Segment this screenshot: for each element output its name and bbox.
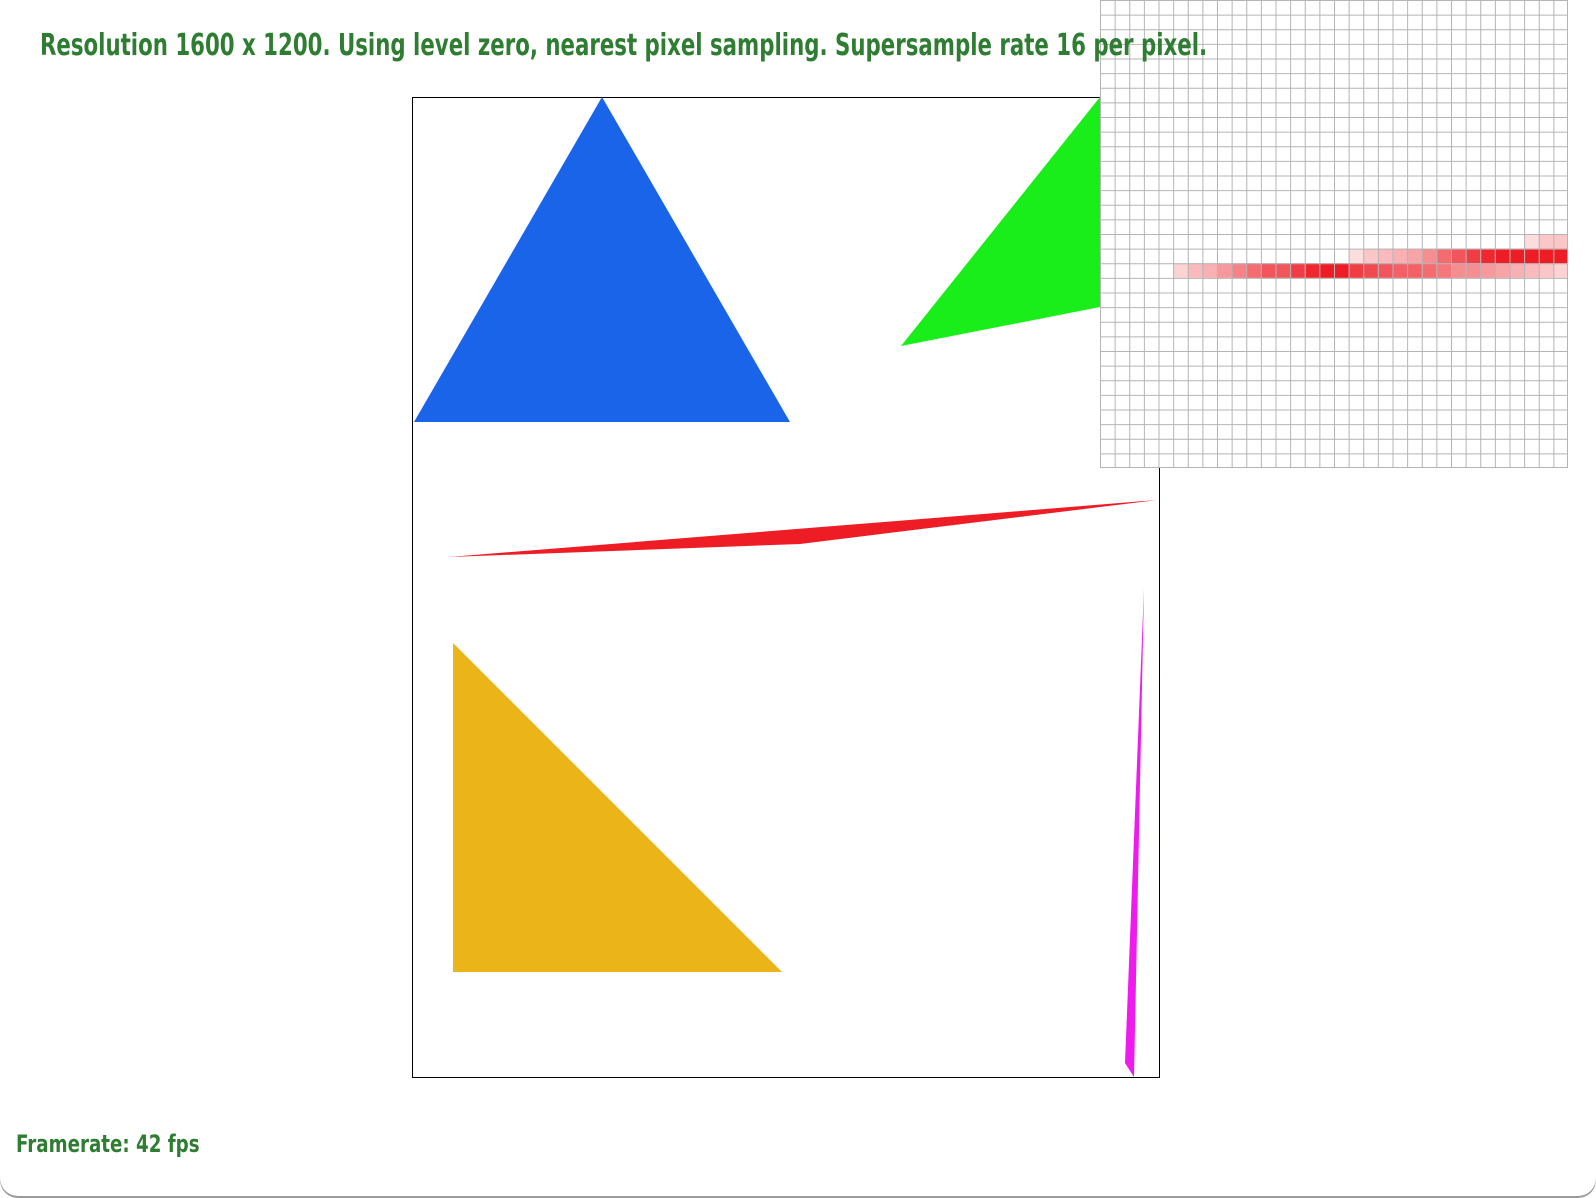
zoom-pixel-cell (1538, 248, 1554, 264)
zoom-pixel-cell (1538, 234, 1554, 249)
zoom-pixel-cell (1187, 263, 1203, 278)
green-triangle (901, 97, 1100, 346)
zoom-pixel-cell (1377, 263, 1393, 278)
zoom-pixel-cell (1421, 248, 1437, 264)
zoom-pixel-cell (1451, 248, 1466, 264)
zoom-pixel-cell (1524, 263, 1539, 278)
zoom-pixel-cell (1202, 263, 1218, 278)
zoom-pixel-cell (1348, 263, 1364, 278)
status-resolution-text: Resolution 1600 x 1200. Using level zero… (40, 28, 1208, 63)
zoom-grid (1100, 0, 1568, 468)
zoom-pixel-cell (1348, 248, 1364, 264)
zoom-pixel-cell (1509, 248, 1525, 264)
zoom-pixel-cell (1436, 248, 1452, 264)
zoom-pixel-cell (1407, 248, 1422, 264)
zoom-pixel-cell (1480, 263, 1495, 278)
zoom-pixel-cell (1524, 234, 1539, 249)
zoom-pixel-cell (1538, 263, 1554, 278)
zoom-pixel-cell (1553, 234, 1568, 249)
zoom-pixel-cell (1436, 263, 1452, 278)
zoom-pixel-cell (1465, 248, 1481, 264)
zoom-pixel-cell (1334, 263, 1349, 278)
zoom-pixel-cell (1319, 263, 1335, 278)
zoom-pixel-cell (1524, 248, 1539, 264)
zoom-pixel-cell (1173, 263, 1188, 278)
zoom-pixel-cell (1451, 263, 1466, 278)
zoom-pixel-cell (1553, 263, 1568, 278)
zoom-pixel-cell (1304, 263, 1320, 278)
zoom-pixel-cell (1231, 263, 1247, 278)
magenta-sliver-triangle (1125, 588, 1144, 1077)
zoom-pixel-cell (1260, 263, 1276, 278)
zoom-pixel-cell (1407, 263, 1422, 278)
zoom-pixel-cell (1494, 263, 1510, 278)
red-sliver-triangle (449, 500, 1157, 557)
zoom-pixel-cell (1480, 248, 1495, 264)
zoom-pixel-cell (1509, 263, 1525, 278)
pixel-zoom-inspector (1100, 0, 1568, 468)
zoom-pixel-cell (1392, 248, 1408, 264)
zoom-pixel-cell (1377, 248, 1393, 264)
zoom-pixel-cell (1494, 248, 1510, 264)
zoom-pixel-cell (1553, 248, 1568, 264)
zoom-pixel-cell (1217, 263, 1232, 278)
blue-triangle (414, 97, 790, 422)
framerate-text: Framerate: 42 fps (16, 1130, 200, 1158)
zoom-pixel-cell (1392, 263, 1408, 278)
zoom-pixel-cell (1363, 263, 1378, 278)
yellow-triangle (453, 643, 782, 972)
zoom-pixel-cell (1275, 263, 1291, 278)
zoom-pixel-cell (1465, 263, 1481, 278)
zoom-pixel-cell (1246, 263, 1261, 278)
zoom-pixel-cell (1421, 263, 1437, 278)
zoom-pixel-cell (1290, 263, 1305, 278)
zoom-pixel-cell (1363, 248, 1378, 264)
